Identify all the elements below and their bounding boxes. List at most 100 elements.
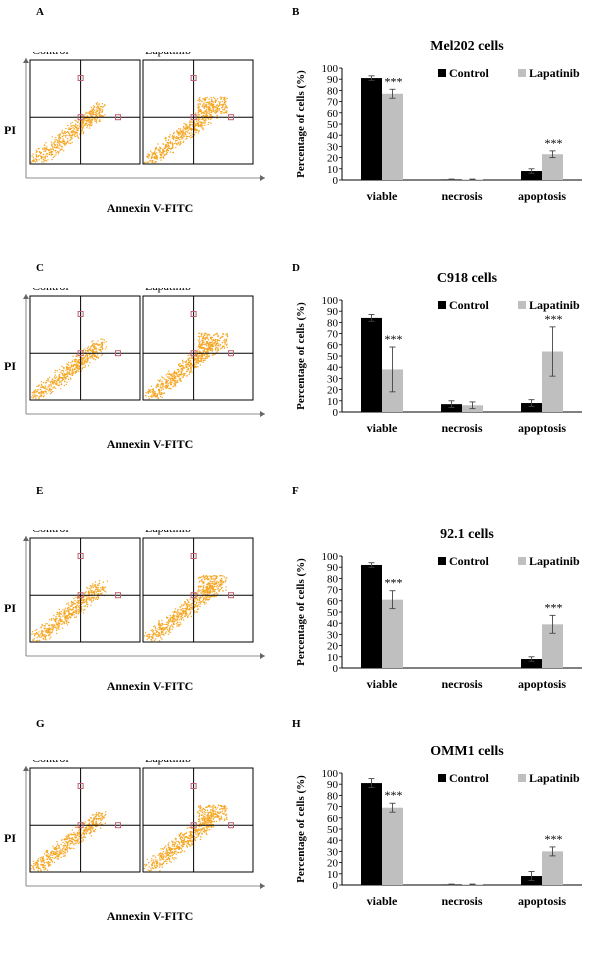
y-tick-label: 70: [327, 802, 339, 814]
dot-plot-box-control: [30, 296, 140, 400]
flow-y-label: PI: [4, 601, 16, 615]
y-tick-label: 100: [322, 295, 339, 307]
legend-swatch-lapatinib: [518, 557, 526, 565]
x-axis-arrow: [260, 653, 265, 659]
bar-lapatinib: [542, 851, 563, 885]
flow-y-label: PI: [4, 123, 16, 137]
legend-label-control: Control: [449, 66, 489, 80]
y-axis-label: Percentage of cells (%): [295, 70, 307, 178]
bar-control: [361, 783, 382, 885]
flow-y-label: PI: [4, 359, 16, 373]
y-axis-arrow: [23, 58, 29, 63]
panel-letter-h: H: [292, 718, 301, 730]
bar-lapatinib: [382, 94, 403, 180]
y-tick-label: 60: [327, 813, 339, 825]
x-tick-label: apoptosis: [518, 677, 566, 691]
panel-letter-e: E: [36, 485, 43, 497]
legend-label-control: Control: [449, 771, 489, 785]
y-tick-label: 0: [333, 880, 339, 892]
bar-lapatinib: [542, 154, 563, 180]
y-tick-label: 30: [327, 846, 339, 858]
panel-letter-c: C: [36, 262, 44, 274]
panel-letter-a: A: [36, 6, 44, 18]
x-tick-label: apoptosis: [518, 894, 566, 908]
significance-mark: ***: [545, 136, 563, 150]
y-tick-label: 70: [327, 585, 339, 597]
significance-mark: ***: [545, 832, 563, 846]
panel-letter-b: B: [292, 6, 299, 18]
significance-mark: ***: [385, 332, 403, 346]
y-tick-label: 0: [333, 663, 339, 675]
dot-plot-box-lapatinib: [143, 538, 253, 642]
chart-title: Mel202 cells: [430, 39, 504, 54]
dot-plot-label-lapatinib: Lapatinib: [145, 530, 191, 535]
legend-label-control: Control: [449, 298, 489, 312]
y-axis-arrow: [23, 536, 29, 541]
chart-title: 92.1 cells: [440, 527, 494, 542]
y-tick-label: 90: [327, 562, 339, 574]
y-axis-arrow: [23, 294, 29, 299]
y-tick-label: 60: [327, 340, 339, 352]
legend-label-control: Control: [449, 554, 489, 568]
y-tick-label: 80: [327, 573, 339, 585]
legend-label-lapatinib: Lapatinib: [529, 298, 580, 312]
y-tick-label: 50: [327, 607, 339, 619]
y-tick-label: 100: [322, 63, 339, 75]
y-tick-label: 50: [327, 119, 339, 131]
x-tick-label: viable: [367, 421, 398, 435]
y-tick-label: 50: [327, 824, 339, 836]
x-tick-label: viable: [367, 677, 398, 691]
y-axis-arrow: [23, 766, 29, 771]
dot-plot-label-lapatinib: Lapatinib: [145, 52, 191, 57]
legend-swatch-lapatinib: [518, 69, 526, 77]
y-axis-label: Percentage of cells (%): [295, 775, 307, 883]
panel-letter-g: G: [36, 718, 45, 730]
significance-mark: ***: [385, 576, 403, 590]
y-tick-label: 10: [327, 652, 339, 664]
x-axis-arrow: [260, 175, 265, 181]
y-tick-label: 50: [327, 351, 339, 363]
bar-chart: OMM1 cells Percentage of cells (%) 0102030…: [290, 735, 599, 915]
y-tick-label: 80: [327, 317, 339, 329]
y-tick-label: 30: [327, 373, 339, 385]
legend-label-lapatinib: Lapatinib: [529, 66, 580, 80]
dot-plot-box-lapatinib: [143, 296, 253, 400]
y-tick-label: 90: [327, 74, 339, 86]
significance-mark: ***: [385, 788, 403, 802]
y-axis-label: Percentage of cells (%): [295, 302, 307, 410]
dot-plot-label-control: Control: [32, 530, 69, 535]
y-tick-label: 30: [327, 629, 339, 641]
dot-plot-label-lapatinib: Lapatinib: [145, 288, 191, 293]
y-tick-label: 10: [327, 396, 339, 408]
y-tick-label: 90: [327, 306, 339, 318]
legend-swatch-control: [438, 557, 446, 565]
legend-label-lapatinib: Lapatinib: [529, 771, 580, 785]
flow-x-label: Annexin V-FITC: [107, 201, 194, 215]
y-tick-label: 90: [327, 779, 339, 791]
y-tick-label: 60: [327, 596, 339, 608]
bar-control: [361, 78, 382, 180]
legend-swatch-control: [438, 774, 446, 782]
legend-label-lapatinib: Lapatinib: [529, 554, 580, 568]
bar-lapatinib: [382, 600, 403, 668]
y-tick-label: 80: [327, 85, 339, 97]
y-tick-label: 20: [327, 858, 339, 870]
y-tick-label: 20: [327, 153, 339, 165]
chart-title: OMM1 cells: [430, 744, 504, 759]
y-tick-label: 10: [327, 869, 339, 881]
x-tick-label: viable: [367, 189, 398, 203]
legend-swatch-lapatinib: [518, 774, 526, 782]
y-tick-label: 100: [322, 551, 339, 563]
dot-plot-label-control: Control: [32, 52, 69, 57]
x-tick-label: necrosis: [441, 189, 482, 203]
